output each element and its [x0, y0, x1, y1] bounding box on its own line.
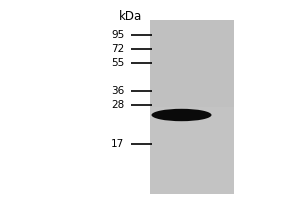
Text: 95: 95: [111, 30, 124, 40]
Text: 72: 72: [111, 44, 124, 54]
Text: 36: 36: [111, 86, 124, 96]
Text: 28: 28: [111, 100, 124, 110]
Text: kDa: kDa: [119, 10, 142, 23]
Text: 55: 55: [111, 58, 124, 68]
Ellipse shape: [152, 109, 212, 121]
Bar: [150, 20, 234, 194]
Text: 17: 17: [111, 139, 124, 149]
Bar: [150, 107, 234, 194]
